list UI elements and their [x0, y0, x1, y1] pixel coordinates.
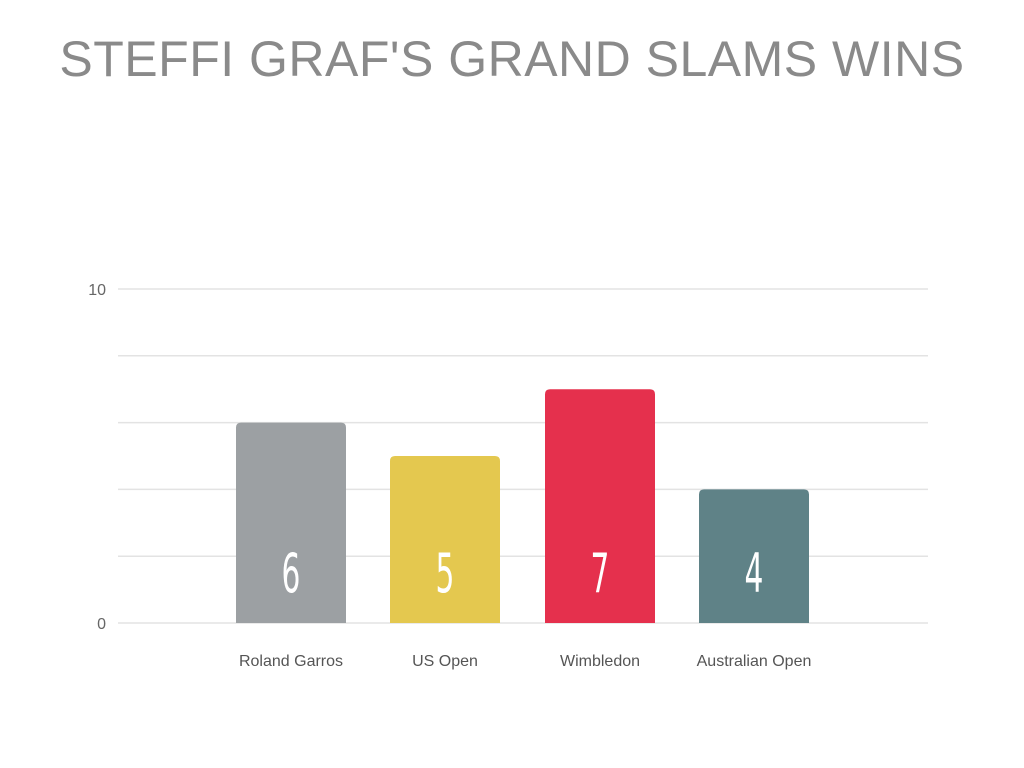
x-category-label: Wimbledon [560, 653, 640, 670]
x-axis-categories: Roland Garros US Open Wimbledon Australian … [239, 653, 811, 670]
bar-wimbledon [545, 389, 655, 623]
bar-australian-open [699, 489, 809, 623]
bar-value-label: 5 [436, 544, 455, 606]
x-category-label: US Open [412, 653, 478, 670]
bar-value-label: 4 [745, 544, 764, 606]
bar-value-label: 6 [282, 544, 301, 606]
y-axis-ticks: 0 10 [88, 282, 106, 633]
bars: 6 5 7 4 [236, 389, 809, 623]
bar-value-label: 7 [591, 544, 610, 606]
bar-us-open [390, 456, 500, 623]
y-tick-label: 0 [97, 616, 106, 633]
chart-title: STEFFI GRAF'S GRAND SLAMS WINS [59, 31, 965, 87]
x-category-label: Roland Garros [239, 653, 343, 670]
bar-roland-garros [236, 422, 346, 623]
y-tick-label: 10 [88, 282, 106, 299]
x-category-label: Australian Open [697, 653, 812, 670]
